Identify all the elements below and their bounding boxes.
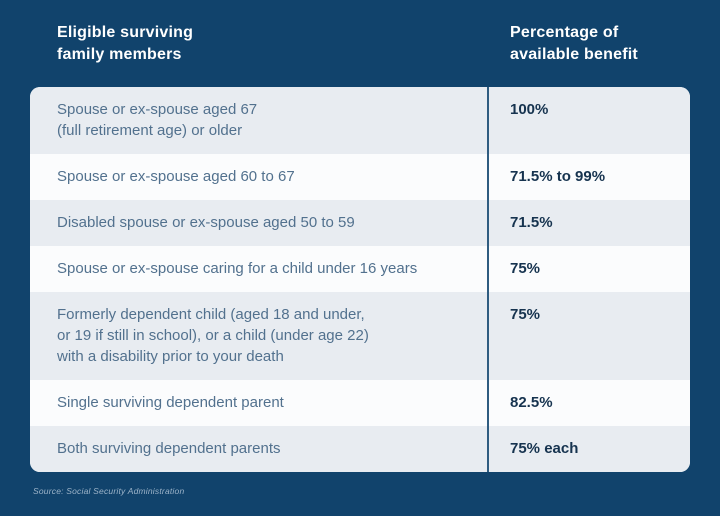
table-row: Formerly dependent child (aged 18 and un… bbox=[30, 292, 690, 380]
source-note: Source: Social Security Administration bbox=[33, 486, 185, 496]
member-cell: Spouse or ex-spouse aged 67 (full retire… bbox=[57, 101, 258, 139]
member-cell: Spouse or ex-spouse aged 60 to 67 bbox=[57, 168, 295, 185]
column-header-benefit: Percentage of available benefit bbox=[510, 24, 638, 63]
table-row: Spouse or ex-spouse aged 67 (full retire… bbox=[30, 87, 690, 154]
benefit-cell: 71.5% to 99% bbox=[510, 168, 606, 185]
benefit-cell: 75% bbox=[510, 306, 541, 323]
member-cell: Single surviving dependent parent bbox=[57, 394, 284, 411]
member-cell: Both surviving dependent parents bbox=[57, 440, 281, 457]
table-row: Spouse or ex-spouse aged 60 to 67 71.5% t… bbox=[30, 154, 690, 200]
member-cell: Disabled spouse or ex-spouse aged 50 to … bbox=[57, 214, 355, 231]
member-cell: Formerly dependent child (aged 18 and un… bbox=[57, 306, 369, 365]
column-divider bbox=[487, 87, 489, 472]
table-row: Single surviving dependent parent 82.5% bbox=[30, 380, 690, 426]
benefit-cell: 75% bbox=[510, 260, 541, 277]
table-row: Spouse or ex-spouse caring for a child u… bbox=[30, 246, 690, 292]
benefit-cell: 82.5% bbox=[510, 394, 553, 411]
benefit-cell: 75% each bbox=[510, 440, 579, 457]
table-row: Disabled spouse or ex-spouse aged 50 to … bbox=[30, 200, 690, 246]
benefits-table: Spouse or ex-spouse aged 67 (full retire… bbox=[30, 87, 690, 472]
benefit-cell: 71.5% bbox=[510, 214, 553, 231]
member-cell: Spouse or ex-spouse caring for a child u… bbox=[57, 260, 418, 277]
table-row: Both surviving dependent parents 75% each bbox=[30, 426, 690, 472]
column-header-members: Eligible surviving family members bbox=[57, 24, 194, 63]
table-body: Spouse or ex-spouse aged 67 (full retire… bbox=[30, 87, 690, 472]
benefit-cell: 100% bbox=[510, 101, 549, 118]
